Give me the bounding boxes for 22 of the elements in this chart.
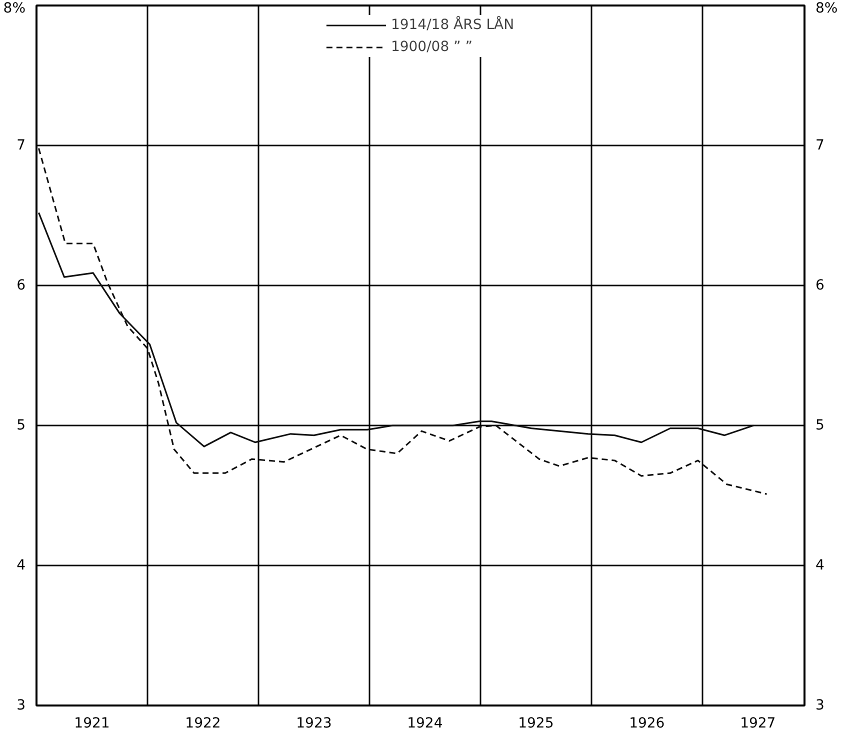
y2-tick-label: 7 (816, 138, 824, 154)
y-tick-label: 4 (16, 558, 26, 574)
x-tick-label: 1922 (185, 716, 221, 732)
y2-tick-label: 4 (816, 558, 824, 574)
line-series (38, 148, 768, 495)
y-tick-label: 5 (16, 418, 26, 434)
legend-label: 1900/08 ” ” (390, 39, 473, 55)
y-tick-label: 8% (3, 0, 26, 16)
y2-tick-label: 8% (816, 0, 838, 16)
x-tick-label: 1925 (518, 716, 554, 732)
y2-tick-label: 5 (816, 418, 824, 434)
x-tick-label: 1923 (296, 716, 332, 732)
y2-tick-label: 6 (816, 278, 824, 294)
y-tick-label: 7 (16, 138, 26, 154)
x-tick-label: 1921 (74, 716, 110, 732)
x-tick-label: 1924 (407, 716, 443, 732)
x-tick-label: 1926 (629, 716, 665, 732)
y-tick-label: 3 (16, 698, 26, 714)
y2-tick-label: 3 (816, 698, 824, 714)
legend-label: 1914/18 ÅRS LÅN (390, 17, 514, 33)
y-tick-label: 6 (16, 278, 26, 294)
x-tick-label: 1927 (740, 716, 776, 732)
